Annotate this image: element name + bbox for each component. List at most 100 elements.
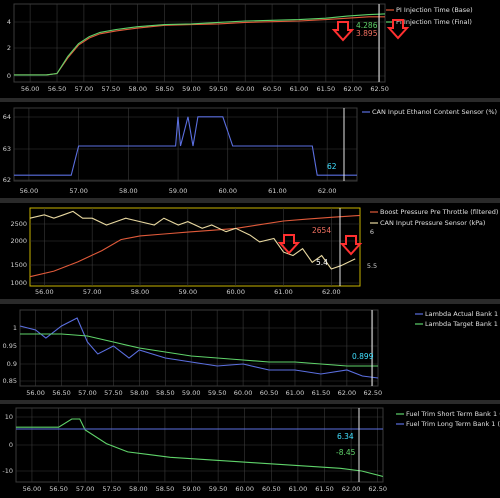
y-tick-label: 1000 (10, 279, 27, 287)
y-tick-label: 0.95 (3, 342, 17, 350)
x-tick-label: 58.00 (131, 288, 150, 296)
plot-frame (19, 309, 379, 387)
x-tick-label: 57.50 (102, 485, 121, 493)
x-tick-label: 57.00 (69, 187, 88, 195)
x-tick-label: 60.50 (260, 389, 279, 397)
x-tick-label: 62.00 (342, 485, 361, 493)
legend-entry: CAN Input Ethanol Content Sensor (%) (372, 108, 497, 116)
panel-injection-time[interactable]: 56.00 56.50 57.00 57.50 58.00 58.50 59.00 59.50… (0, 0, 500, 98)
red-arrow-annotation (386, 19, 410, 40)
y-tick-label: -10 (2, 467, 13, 475)
value-label-can-pressure: 5.4 (316, 258, 328, 267)
x-tick-label: 58.50 (156, 485, 175, 493)
y-tick-label: 2 (7, 44, 11, 52)
legend-entry: Fuel Trim Long Term Bank 1 (%) (406, 420, 500, 428)
x-tick-label: 56.50 (49, 485, 68, 493)
x-tick-label: 56.50 (48, 85, 67, 93)
x-tick-label: 58.50 (155, 85, 174, 93)
y2-tick-label: 6 (370, 228, 374, 236)
x-tick-label: 62.00 (318, 187, 337, 195)
chart-fuel-trim[interactable]: 56.00 56.50 57.00 57.50 58.00 58.50 59.00 59.50… (0, 404, 500, 498)
panel-boost-pressure[interactable]: 56.00 57.00 58.00 59.00 60.00 61.00 62.00 2500 2… (0, 203, 500, 299)
x-tick-label: 60.00 (218, 187, 237, 195)
x-tick-label: 59.50 (209, 85, 228, 93)
panel-divider[interactable] (0, 299, 500, 304)
series-line-2 (29, 210, 356, 270)
y-tick-label: 62 (3, 176, 11, 184)
x-tick-label: 59.50 (209, 485, 228, 493)
x-tick-label: 62.00 (322, 288, 341, 296)
chart-lambda[interactable]: 56.00 56.50 57.00 57.50 58.00 58.50 59.00 59.50… (0, 304, 500, 400)
y-tick-label: 64 (3, 113, 11, 121)
legend-entry: Lambda Actual Bank 1 (-) (425, 310, 500, 318)
chart-boost-pressure[interactable]: 56.00 57.00 58.00 59.00 60.00 61.00 62.00 2500 2… (0, 203, 500, 299)
y-tick-label: 0 (9, 441, 13, 449)
plot-frame (13, 3, 386, 83)
x-tick-label: 59.00 (182, 485, 201, 493)
x-tick-label: 60.50 (263, 85, 282, 93)
x-tick-label: 62.00 (343, 85, 362, 93)
plot-frame (29, 207, 361, 287)
x-tick-label: 58.00 (128, 85, 147, 93)
y-tick-label: 0.85 (3, 377, 17, 385)
x-tick-label: 60.00 (235, 485, 254, 493)
x-tick-label: 62.50 (364, 389, 383, 397)
panel-divider[interactable] (0, 98, 500, 102)
panel-divider[interactable] (0, 198, 500, 203)
plot-frame (13, 107, 358, 182)
red-arrow-annotation (331, 21, 355, 42)
x-tick-label: 56.00 (23, 485, 42, 493)
value-label-base: 3.895 (356, 29, 378, 38)
y-tick-label: 10 (5, 413, 13, 421)
legend-entry: Fuel Trim Short Term Bank 1 (%) (406, 410, 500, 418)
chart-ethanol[interactable]: 56.00 57.00 58.00 59.00 60.00 61.00 62.00 64 63 6… (0, 102, 500, 198)
x-tick-label: 62.50 (368, 485, 387, 493)
x-tick-label: 60.00 (236, 85, 255, 93)
value-label-long-term: 6.34 (337, 432, 354, 441)
x-tick-label: 57.00 (75, 85, 94, 93)
x-tick-label: 57.00 (76, 485, 95, 493)
y2-tick-label: 5.5 (367, 262, 377, 270)
legend-entry: Boost Pressure Pre Throttle (filtered) (… (380, 208, 500, 216)
series-line-1 (14, 16, 385, 76)
value-label-boost: 2654 (312, 226, 331, 235)
x-tick-label: 56.00 (21, 85, 40, 93)
y-tick-label: 63 (3, 145, 11, 153)
x-tick-label: 56.00 (20, 187, 39, 195)
x-tick-label: 61.00 (289, 485, 308, 493)
x-tick-label: 57.00 (78, 389, 97, 397)
legend-entry: CAN Input Pressure Sensor (kPa) (380, 219, 485, 227)
panel-fuel-trim[interactable]: 56.00 56.50 57.00 57.50 58.00 58.50 59.00 59.50… (0, 404, 500, 498)
legend-entry: Lambda Target Bank 1 (-) (425, 320, 500, 328)
x-tick-label: 59.00 (179, 288, 198, 296)
panel-divider[interactable] (0, 400, 500, 404)
x-tick-label: 58.00 (130, 389, 149, 397)
x-tick-label: 56.00 (35, 288, 54, 296)
x-tick-label: 61.00 (274, 288, 293, 296)
panel-ethanol[interactable]: 56.00 57.00 58.00 59.00 60.00 61.00 62.00 64 63 6… (0, 102, 500, 198)
panel-lambda[interactable]: 56.00 56.50 57.00 57.50 58.00 58.50 59.00 59.50… (0, 304, 500, 400)
y-tick-label: 0 (7, 72, 11, 80)
legend-entry: PI Injection Time (Base) (396, 6, 473, 14)
series-line-1 (14, 116, 357, 176)
y-tick-label: 1500 (10, 261, 27, 269)
x-tick-label: 60.00 (226, 288, 245, 296)
x-tick-label: 56.00 (26, 389, 45, 397)
y-tick-label: 1 (13, 324, 17, 332)
x-tick-label: 57.00 (83, 288, 102, 296)
x-tick-label: 59.00 (182, 85, 201, 93)
x-tick-label: 59.50 (208, 389, 227, 397)
x-tick-label: 62.00 (338, 389, 357, 397)
value-label-final: 4.286 (356, 21, 378, 30)
value-label-short-term: -8.45 (336, 448, 356, 457)
x-tick-label: 61.00 (268, 187, 287, 195)
legend-entry: PI Injection Time (Final) (396, 18, 472, 26)
series-line-2 (14, 13, 386, 76)
x-tick-label: 60.00 (234, 389, 253, 397)
value-label-lambda: 0.899 (352, 352, 374, 361)
value-label-ethanol: 62 (327, 162, 337, 171)
series-line-1 (19, 317, 379, 379)
chart-injection-time[interactable]: 56.00 56.50 57.00 57.50 58.00 58.50 59.00 59.50… (0, 0, 500, 98)
x-tick-label: 59.00 (182, 389, 201, 397)
x-tick-label: 61.50 (317, 85, 336, 93)
